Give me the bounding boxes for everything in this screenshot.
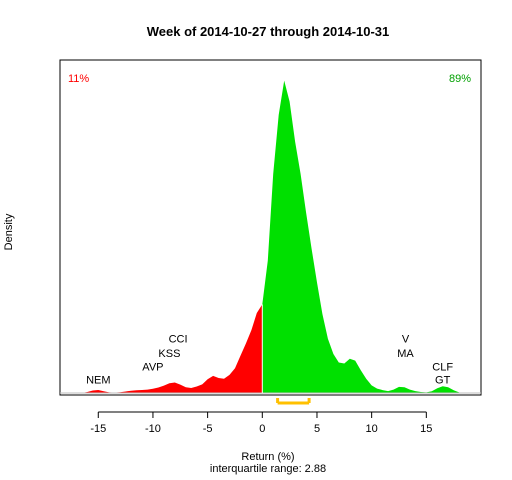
ticker-label-nem: NEM <box>86 375 110 387</box>
density-areas <box>81 80 460 393</box>
ticker-label-avp: AVP <box>142 361 163 373</box>
negative-return-area <box>81 304 263 393</box>
ticker-label-cci: CCI <box>169 334 188 346</box>
x-tick-label: -5 <box>203 423 213 435</box>
y-axis-label: Density <box>3 213 15 250</box>
negative-share-label: 11% <box>68 73 89 85</box>
chart-marks <box>60 304 481 405</box>
x-tick-label: 15 <box>420 423 432 435</box>
x-axis-label: Return (%) <box>241 451 294 463</box>
iqr-label: interquartile range: 2.88 <box>210 463 326 475</box>
x-tick-label: 0 <box>259 423 265 435</box>
ticker-label-gt: GT <box>435 375 451 387</box>
x-tick-label: 5 <box>314 423 320 435</box>
ticker-label-kss: KSS <box>158 348 180 360</box>
chart-title: Week of 2014-10-27 through 2014-10-31 <box>147 24 390 39</box>
x-tick-label: -10 <box>145 423 161 435</box>
x-tick-label: -15 <box>90 423 106 435</box>
positive-return-area <box>262 80 460 393</box>
positive-share-label: 89% <box>449 73 471 85</box>
plot-frame <box>59 59 482 396</box>
x-tick-label: 10 <box>365 423 377 435</box>
ticker-label-v: V <box>402 334 410 346</box>
x-axis: -15 -10 -5 0 5 10 15 <box>90 411 432 435</box>
ticker-label-clf: CLF <box>432 361 453 373</box>
ticker-label-ma: MA <box>397 348 414 360</box>
